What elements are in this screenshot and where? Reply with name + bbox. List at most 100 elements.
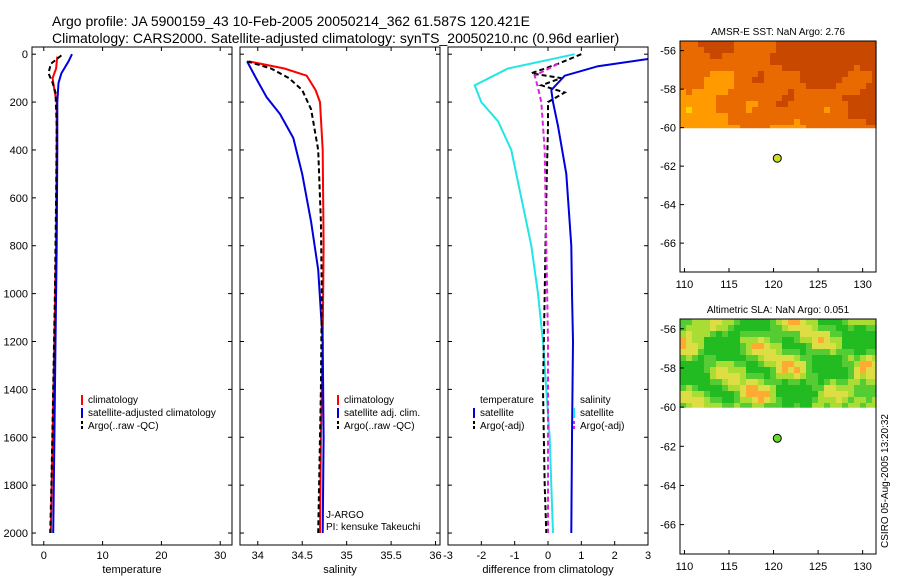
sst_map-cell	[818, 77, 825, 84]
sla_map-cell	[770, 325, 777, 332]
sla_map-cell	[710, 391, 717, 398]
sst_map-cell	[710, 125, 717, 129]
sla_map-cell	[698, 325, 705, 332]
sla_map-cell	[794, 379, 801, 386]
sst_map-cell	[680, 119, 687, 126]
difference-xtick-label: 0	[545, 550, 551, 562]
sla_map-cell	[710, 385, 717, 392]
sst_map-cell	[806, 41, 813, 48]
sla_map-xtick-label: 130	[853, 561, 871, 573]
sst_map-cell	[680, 77, 687, 84]
sst_map-cell	[770, 83, 777, 90]
sla_map-cell	[794, 385, 801, 392]
sla_map-cell	[806, 343, 813, 350]
sst_map-cell	[752, 59, 759, 66]
sla_map-cell	[770, 337, 777, 344]
sla_map-cell	[728, 385, 735, 392]
sst_map-cell	[872, 107, 877, 114]
sla_map-cell	[800, 367, 807, 374]
sla_map-cell	[740, 319, 747, 326]
sst_map-cell	[716, 71, 723, 78]
sla_map-cell	[800, 325, 807, 332]
sst_map-cell	[752, 41, 759, 48]
sla_map-cell	[788, 367, 795, 374]
sla_map-cell	[692, 367, 699, 374]
sla_map-cell	[758, 385, 765, 392]
sst_map-cell	[800, 47, 807, 54]
sst_map-cell	[758, 101, 765, 108]
sst_map-cell	[824, 95, 831, 102]
sst_map-cell	[830, 89, 837, 96]
sst_map-xtick-label: 130	[853, 279, 871, 291]
sla_map-cell	[764, 337, 771, 344]
sst_map-cell	[830, 125, 837, 129]
sla_map-cell	[776, 325, 783, 332]
sst_map-cell	[824, 83, 831, 90]
sla_map-cell	[824, 331, 831, 338]
sla_map-cell	[728, 397, 735, 404]
sst_map-cell	[776, 53, 783, 60]
sla_map-cell	[698, 349, 705, 356]
sla_map-cell	[818, 397, 825, 404]
sst_map-cell	[728, 113, 735, 120]
sla_map-cell	[800, 349, 807, 356]
sla_map-cell	[860, 379, 867, 386]
sst_map-cell	[710, 47, 717, 54]
sla_map-cell	[716, 349, 723, 356]
sst_map-cell	[734, 53, 741, 60]
sla_map-cell	[776, 391, 783, 398]
sst_map-cell	[686, 113, 693, 120]
sla_map-cell	[752, 343, 759, 350]
sst_map-cell	[764, 95, 771, 102]
sst_map-cell	[800, 71, 807, 78]
sst_map-cell	[836, 77, 843, 84]
temperature-legend-label: satellite-adjusted climatology	[88, 408, 216, 419]
sla_map-cell	[872, 361, 877, 368]
sla_map-cell	[824, 397, 831, 404]
sst_map-cell	[764, 59, 771, 66]
sst_map-cell	[716, 113, 723, 120]
sst_map-cell	[692, 125, 699, 129]
sla_map-cell	[806, 367, 813, 374]
sst_map-cell	[806, 53, 813, 60]
sla_map-cell	[758, 325, 765, 332]
sla_map-cell	[788, 397, 795, 404]
sst_map-cell	[692, 65, 699, 72]
sla_map-cell	[722, 355, 729, 362]
sla_map-cell	[692, 379, 699, 386]
sla_map-cell	[716, 397, 723, 404]
sst_map-cell	[836, 65, 843, 72]
sst_map-cell	[722, 77, 729, 84]
temperature-xtick-label: 10	[96, 550, 108, 562]
sst_map-cell	[836, 95, 843, 102]
sla_map-cell	[794, 397, 801, 404]
sst_map-cell	[758, 65, 765, 72]
sst_map-cell	[686, 119, 693, 126]
sla_map-cell	[800, 319, 807, 326]
sst_map-cell	[686, 89, 693, 96]
sst_map-cell	[716, 83, 723, 90]
sla_map-cell	[848, 319, 855, 326]
sla_map-cell	[818, 379, 825, 386]
sst_map-cell	[812, 107, 819, 114]
sla_map-cell	[854, 397, 861, 404]
sla_map-cell	[872, 319, 877, 326]
sla_map-cell	[800, 385, 807, 392]
sst_map-cell	[806, 113, 813, 120]
sla_map-cell	[764, 343, 771, 350]
sst_map-cell	[800, 89, 807, 96]
sst_map-cell	[764, 71, 771, 78]
sla_map-cell	[812, 403, 819, 408]
sla_map-cell	[728, 373, 735, 380]
sla_map-cell	[866, 397, 873, 404]
sst_map-cell	[848, 101, 855, 108]
sla_map-cell	[752, 331, 759, 338]
sst_map-cell	[740, 83, 747, 90]
sst_map-cell	[812, 71, 819, 78]
sst_map-cell	[704, 47, 711, 54]
sla_map-cell	[800, 337, 807, 344]
sla_map-cell	[788, 331, 795, 338]
sst_map-cell	[764, 113, 771, 120]
sst_map-cell	[860, 125, 867, 129]
sla_map-cell	[692, 349, 699, 356]
